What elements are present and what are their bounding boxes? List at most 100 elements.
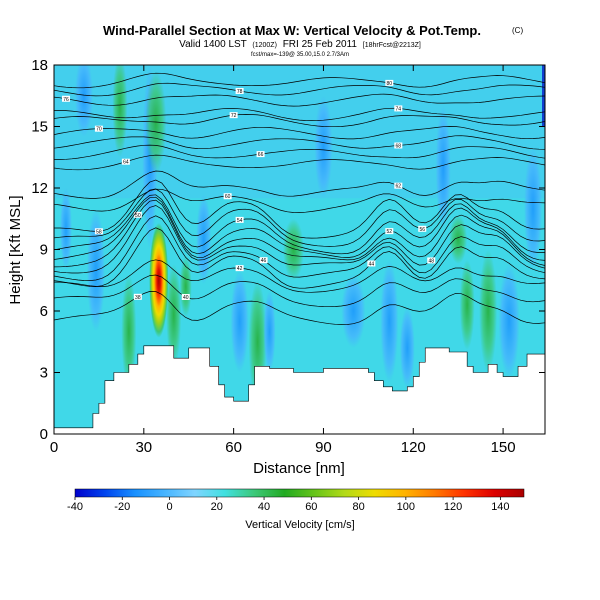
- isentrope-label-bg: [133, 293, 142, 300]
- velocity-cell: [74, 65, 93, 137]
- isentrope-label-bg: [235, 265, 244, 272]
- isentrope-label: 78: [235, 88, 244, 95]
- isentrope-label-text: 58: [96, 229, 102, 235]
- x-tick-label: 90: [315, 439, 332, 456]
- isentrope-label-text: 40: [183, 295, 189, 301]
- isentrope-label: 40: [181, 293, 190, 301]
- isentrope-line: [54, 188, 545, 213]
- isentrope-label-bg: [385, 79, 394, 86]
- velocity-cell: [399, 306, 415, 389]
- isentrope-line: [54, 196, 545, 261]
- isentrope-label: 38: [133, 293, 142, 301]
- isentrope-label: 80: [385, 79, 394, 87]
- isentrope-line: [54, 107, 545, 121]
- isentrope-label: 44: [367, 260, 376, 267]
- velocity-cell: [459, 259, 475, 350]
- velocity-cell: [524, 147, 543, 270]
- isentrope-label-text: 56: [419, 227, 425, 233]
- x-tick-label: 60: [225, 439, 242, 456]
- isentrope-label: 50: [133, 211, 142, 219]
- isentrope-label-bg: [427, 257, 436, 264]
- isentrope-label-bg: [229, 112, 238, 119]
- isentrope-label-text: 72: [231, 113, 237, 119]
- y-tick-label: 0: [40, 426, 48, 443]
- isentrope-label-text: 68: [396, 143, 402, 149]
- isentrope-label: 72: [229, 112, 238, 119]
- chart-title-mark: (C): [512, 26, 523, 35]
- subtitle-date: FRI 25 Feb 2011: [283, 39, 358, 50]
- subtitle-forecast: [18hrFcst@2213Z]: [363, 42, 421, 49]
- colorbar-tick-label: -20: [114, 501, 130, 513]
- subtitle-utc: (1200Z): [252, 42, 277, 49]
- isentrope-line: [54, 82, 545, 97]
- isentrope-label-bg: [259, 257, 268, 264]
- colorbar-tick-label: 120: [444, 501, 462, 513]
- isentrope-line: [54, 179, 545, 239]
- isentrope-line: [54, 72, 545, 89]
- isentrope-label: 42: [235, 265, 244, 272]
- chart-subtitle: Valid 1400 LST (1200Z) FRI 25 Feb 2011 […: [179, 39, 421, 50]
- colorbar: -40 -20 0 20 40 60 80 100 120 140 Vertical Veloci…: [67, 488, 525, 531]
- velocity-cell: [166, 263, 182, 367]
- colorbar-label: Vertical Velocity [cm/s]: [245, 519, 354, 531]
- isentrope-label-text: 38: [135, 295, 141, 301]
- isentrope-label: 58: [94, 228, 103, 235]
- isentrope-label-bg: [223, 193, 232, 200]
- isentrope-line: [54, 126, 545, 140]
- colorbar-tick-label: 0: [166, 501, 172, 513]
- y-tick-label: 6: [40, 303, 48, 320]
- isentrope-label: 70: [94, 125, 103, 133]
- velocity-cell: [121, 274, 137, 389]
- y-tick-label: 18: [31, 57, 48, 74]
- isentrope-label-bg: [394, 182, 403, 189]
- isentrope-label-text: 78: [237, 89, 243, 95]
- colorbar-tick-label: -40: [67, 501, 83, 513]
- chart-info-line: fcst/max=-139@ 35.00,15.0 2.7/3Am: [251, 52, 349, 58]
- isentrope-label-bg: [181, 293, 190, 300]
- colorbar-tick-label: 140: [491, 501, 509, 513]
- isentrope-label-bg: [235, 216, 244, 223]
- velocity-cell: [498, 263, 520, 379]
- isentrope-label: 66: [256, 151, 265, 158]
- x-tick-label: 0: [50, 439, 58, 456]
- velocity-cell: [314, 95, 333, 199]
- isentrope-label-text: 74: [396, 106, 402, 112]
- x-axis: 0 30 60 90 120 150: [50, 65, 516, 456]
- isentrope-label-bg: [94, 125, 103, 132]
- isentrope-label-bg: [418, 225, 427, 232]
- isentrope-label-text: 60: [225, 194, 231, 200]
- isentrope-label: 56: [418, 225, 427, 233]
- isentrope-label: 48: [427, 257, 436, 264]
- isentrope-label-text: 50: [135, 213, 141, 219]
- colorbar-ticks: -40 -20 0 20 40 60 80 100 120 140: [67, 497, 510, 513]
- subtitle-valid: Valid 1400 LST: [179, 39, 247, 50]
- colorbar-bar: [74, 488, 525, 498]
- chart-title: Wind-Parallel Section at Max W: Vertical…: [103, 23, 481, 38]
- isentrope-label-text: 80: [387, 81, 393, 87]
- y-tick-label: 15: [31, 119, 48, 136]
- velocity-cell: [449, 214, 468, 264]
- velocity-cell: [230, 270, 249, 373]
- colorbar-tick-label: 100: [397, 501, 415, 513]
- isentrope-label-bg: [61, 95, 70, 102]
- plot-area: 38 40 42 44 46 48 50 52 54 56 58 60 62 64 66 68 70 72 74 76…: [54, 65, 545, 434]
- velocity-cell: [196, 194, 212, 285]
- velocity-cell: [283, 218, 304, 281]
- velocity-cell: [59, 188, 72, 270]
- isentrope-label-bg: [94, 228, 103, 235]
- isentrope-label-bg: [133, 211, 142, 218]
- isentrope-label: 60: [223, 193, 232, 200]
- isentrope-line: [54, 135, 545, 150]
- isentrope-line: [54, 93, 545, 107]
- isentrope-label-bg: [394, 105, 403, 112]
- isentrope-line: [54, 199, 545, 268]
- colorbar-tick-label: 80: [352, 501, 364, 513]
- isentrope-label-text: 48: [428, 258, 434, 264]
- isentrope-line: [54, 274, 545, 308]
- x-axis-label: Distance [nm]: [253, 460, 345, 477]
- isentrope-label-text: 76: [63, 97, 69, 103]
- isentrope-line: [54, 114, 545, 128]
- velocity-cell: [86, 208, 105, 332]
- isentrope-label-bg: [256, 151, 265, 158]
- y-axis: 0 3 6 9 12 15 18: [31, 57, 545, 443]
